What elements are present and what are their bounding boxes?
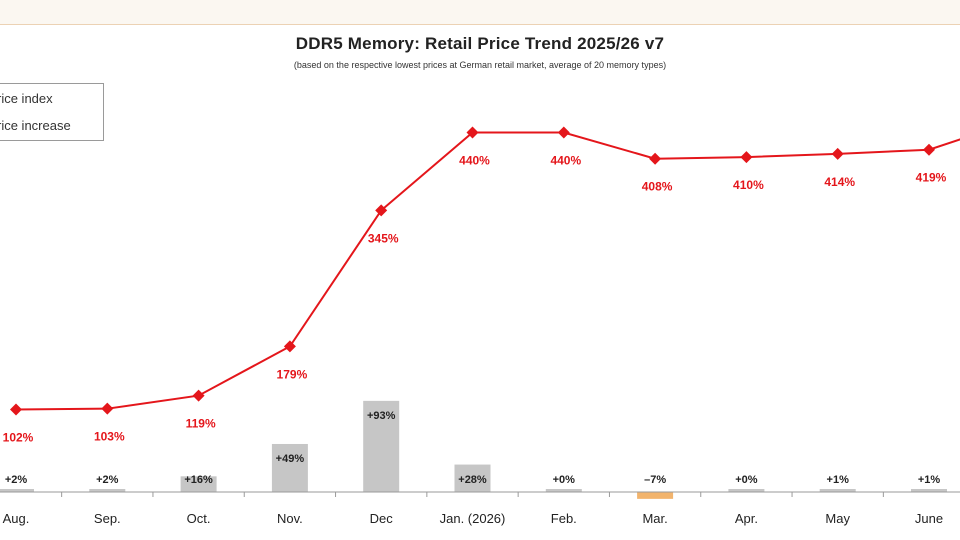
markers-layer	[10, 126, 935, 416]
increase-bar	[180, 476, 217, 492]
price-index-label: 179%	[277, 367, 308, 381]
price-index-label: 345%	[368, 231, 399, 245]
price-index-marker	[740, 151, 753, 164]
chart-title: DDR5 Memory: Retail Price Trend 2025/26 …	[295, 34, 665, 53]
x-axis-month-label: Mar.	[642, 511, 667, 526]
increase-label: +49%	[276, 453, 305, 465]
price-index-label: 103%	[94, 430, 125, 444]
increase-label: +28%	[458, 474, 487, 486]
x-axis-month-label: June	[915, 511, 943, 526]
x-axis-month-label: Apr.	[735, 511, 758, 526]
increase-label: +0%	[553, 474, 576, 486]
increase-bar	[545, 489, 582, 492]
increase-bar	[454, 464, 491, 492]
x-axis-month-label: Feb.	[551, 511, 577, 526]
increase-label: +93%	[367, 410, 396, 422]
increase-bar	[637, 492, 674, 499]
increase-label: +2%	[5, 474, 28, 486]
increase-bar	[271, 443, 308, 492]
x-axis-month-label: Jan. (2026)	[440, 511, 506, 526]
price-index-label: 414%	[824, 175, 855, 189]
price-index-marker	[466, 126, 479, 139]
price-index-line	[15, 131, 960, 411]
x-axis-month-label: May	[825, 511, 850, 526]
x-axis-month-label: Dec	[370, 511, 394, 526]
price-index-marker	[923, 143, 935, 156]
price-index-marker	[192, 389, 205, 402]
price-index-marker	[557, 126, 570, 139]
price-index-label: 419%	[916, 171, 947, 185]
increase-label: +2%	[96, 474, 119, 486]
price-index-marker	[831, 147, 844, 160]
price-index-label: 102%	[3, 431, 34, 445]
increase-bar	[363, 400, 400, 492]
increase-label: –7%	[644, 474, 666, 486]
x-axis-month-label: Nov.	[277, 511, 303, 526]
increase-label: +0%	[735, 474, 758, 486]
legend-item-price-increase: rice increase	[0, 118, 71, 133]
price-index-label: 119%	[186, 417, 216, 431]
increase-bar	[819, 489, 856, 492]
x-axis-month-label: Aug.	[3, 511, 30, 526]
price-index-label: 410%	[733, 178, 764, 192]
x-axis-month-label: Oct.	[187, 511, 211, 526]
price-index-marker	[375, 204, 388, 217]
legend: rice index rice increase	[0, 83, 104, 141]
bars-layer	[0, 400, 947, 499]
increase-bar	[911, 489, 947, 492]
price-index-marker	[283, 340, 296, 353]
price-index-label: 440%	[459, 154, 490, 168]
price-index-label: 440%	[550, 154, 581, 168]
price-index-marker	[101, 402, 114, 415]
labels-layer: 102% 103% 119% 179% 345% 440% 440% 408% 410% 414%…	[3, 154, 947, 526]
x-axis-month-label: Sep.	[94, 511, 121, 526]
x-axis-ticks	[61, 492, 884, 497]
increase-bar	[89, 489, 126, 492]
increase-bar	[728, 489, 765, 492]
price-index-marker	[649, 152, 662, 165]
increase-bar	[0, 489, 34, 492]
chart-subtitle: (based on the respective lowest prices a…	[293, 60, 667, 70]
increase-label: +1%	[918, 474, 941, 486]
price-index-marker	[10, 403, 22, 416]
top-band	[0, 0, 960, 25]
increase-label: +1%	[827, 474, 850, 486]
increase-label: +16%	[184, 474, 213, 486]
price-index-label: 408%	[642, 180, 673, 194]
legend-item-price-index: rice index	[0, 91, 53, 106]
